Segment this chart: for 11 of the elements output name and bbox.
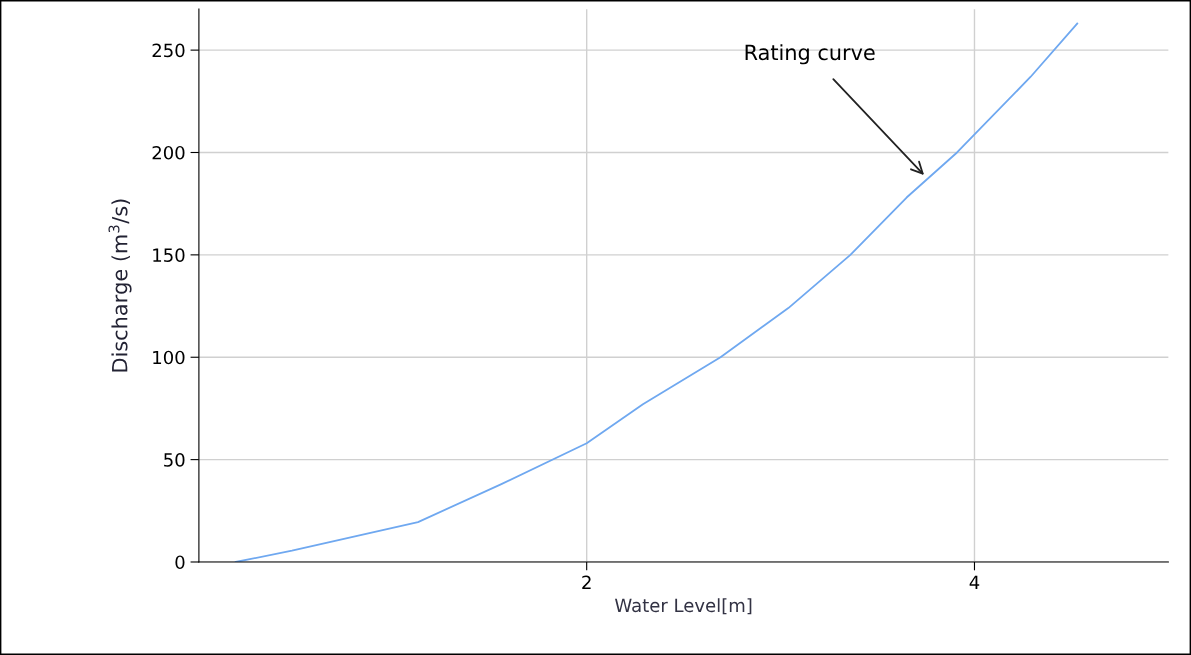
y-tick-label: 0 (175, 555, 185, 570)
annotation: Rating curve (745, 44, 875, 65)
x-tick-label: 2 (582, 575, 591, 589)
x-tick-label: 4 (969, 575, 980, 589)
y-tick-label: 200 (152, 145, 185, 160)
x-axis-title: Water Level[m] (615, 598, 752, 615)
y-tick-label: 150 (153, 248, 185, 262)
y-tick-label: 50 (164, 453, 185, 467)
y-tick-label: 250 (152, 43, 185, 58)
y-axis-title: Discharge (m$^{3}$/s) (108, 199, 132, 372)
y-tick-label: 100 (153, 350, 185, 365)
